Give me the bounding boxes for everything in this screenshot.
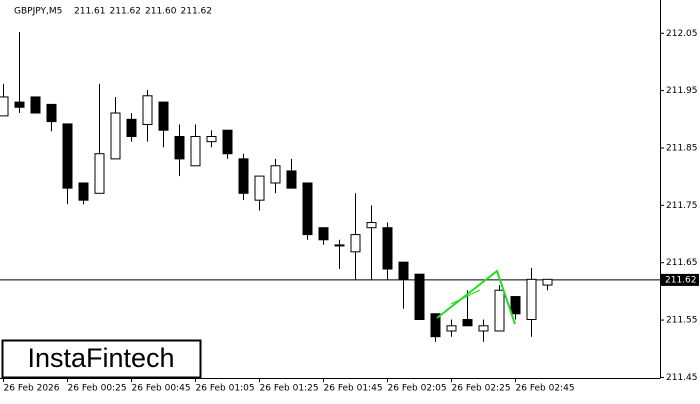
candle-body: [302, 182, 313, 236]
x-tick-label: 26 Feb 02:45: [516, 384, 575, 394]
x-tick-label: 26 Feb 01:05: [196, 384, 255, 394]
pattern-line: [436, 269, 516, 325]
candle-body: [286, 170, 297, 189]
x-tick-label: 26 Feb 02:05: [388, 384, 447, 394]
candle-body: [350, 234, 361, 253]
candle-body: [142, 95, 153, 125]
candle-body: [542, 278, 553, 286]
header-value: 211.62: [110, 7, 142, 17]
candle-body: [222, 129, 233, 155]
chart-title: GBPJPY,M5: [14, 7, 62, 17]
x-tick-label: 26 Feb 01:25: [260, 384, 319, 394]
watermark-box: [1, 339, 202, 379]
candle-body: [366, 222, 377, 229]
candle-body: [526, 278, 537, 320]
x-tick-label: 26 Feb 00:25: [68, 384, 127, 394]
candle-body: [78, 182, 89, 201]
y-tick-label: 211.75: [666, 201, 698, 211]
candle-body: [62, 123, 73, 189]
y-tick-label: 211.85: [666, 143, 698, 153]
candle-body: [510, 296, 521, 315]
candle-body: [270, 165, 281, 184]
candle-body: [206, 136, 217, 143]
candle-body: [414, 273, 425, 320]
candle-body: [318, 227, 329, 241]
candle-body: [0, 96, 9, 117]
candle-body: [110, 112, 121, 160]
candle-body: [46, 103, 57, 123]
candle-body: [14, 101, 25, 108]
pattern-line: [450, 289, 481, 305]
candle-body: [398, 261, 409, 280]
y-tick-label: 211.65: [666, 258, 698, 268]
x-tick-label: 26 Feb 2026: [4, 384, 60, 394]
candle-body: [334, 244, 345, 247]
candle-body: [126, 118, 137, 138]
header-value: 211.62: [181, 7, 213, 17]
candle-body: [174, 136, 185, 160]
x-tick-label: 26 Feb 02:25: [452, 384, 511, 394]
candle-body: [254, 175, 265, 201]
y-tick-label: 211.45: [666, 373, 698, 383]
current-price-box: [661, 273, 699, 286]
y-tick-label: 211.95: [666, 86, 698, 96]
candle-body: [478, 325, 489, 332]
y-tick-label: 211.55: [666, 316, 698, 326]
candle-body: [494, 289, 505, 332]
candle-body: [462, 318, 473, 327]
candle-body: [238, 158, 249, 194]
candle-body: [30, 96, 41, 114]
candle-body: [430, 313, 441, 338]
x-tick-label: 26 Feb 01:45: [324, 384, 383, 394]
watermark: InstaFintech: [27, 343, 174, 373]
candle-body: [382, 227, 393, 270]
plot-area: [0, 32, 660, 342]
candle-body: [446, 325, 457, 332]
candle-body: [94, 153, 105, 194]
candle-body: [190, 136, 201, 167]
header-values: 211.61 211.62 211.60 211.62: [74, 7, 212, 17]
current-price-label: 211.62: [665, 275, 697, 285]
header-value: 211.61: [74, 7, 106, 17]
candle-body: [158, 101, 169, 131]
y-tick-label: 212.05: [666, 29, 698, 39]
header-value: 211.60: [145, 7, 177, 17]
x-tick-label: 26 Feb 00:45: [132, 384, 191, 394]
